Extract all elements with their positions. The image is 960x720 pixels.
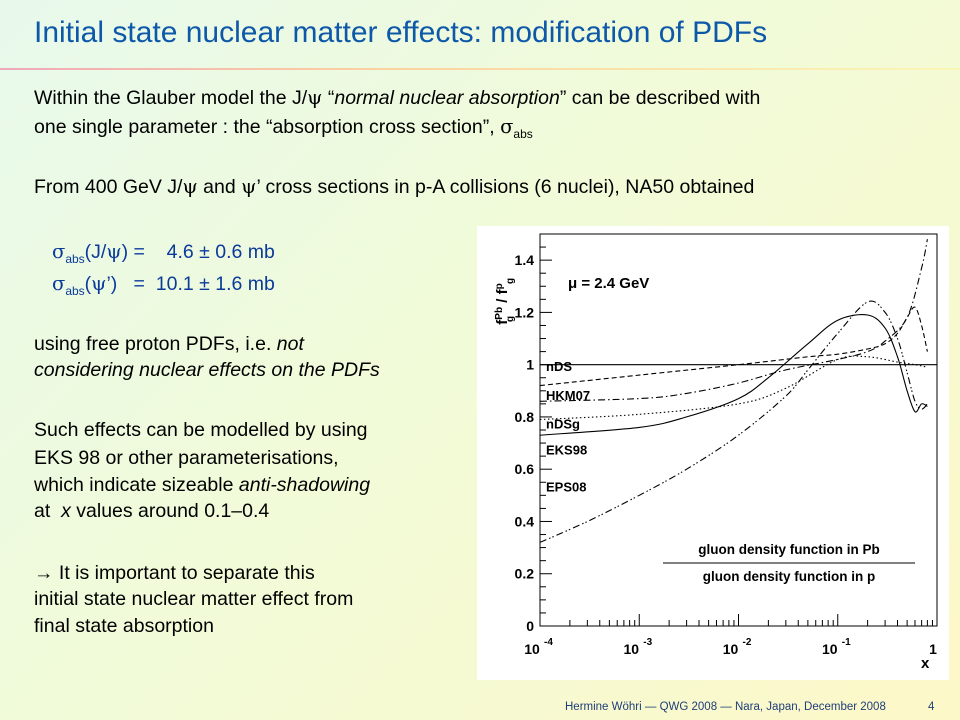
result-value: = 4.6 ± 0.6 mb xyxy=(128,241,275,263)
na50-line: From 400 GeV J/ψ and ψ’ cross sections i… xyxy=(34,173,754,201)
chart-svg: 00.20.40.60.811.21.410 -4 10 -3 10 -2 10 -1 1xfP… xyxy=(494,233,938,672)
scale-label: μ = 2.4 GeV xyxy=(568,275,649,292)
using-line-2: considering nuclear effects on the PDFs xyxy=(34,356,380,384)
sigma-subscript: abs xyxy=(65,251,85,266)
gluon-ratio-plot: 0 0.2 0.4 0.6 0.8 1 1.2 1.4 10 -4 10 -3 10 -2 10 -1 1 x fP… xyxy=(477,226,949,680)
y-tick-label: 1.4 xyxy=(515,252,535,268)
series-label-nds: nDS xyxy=(546,359,572,374)
such-line-3: which indicate sizeable anti-shadowing xyxy=(34,471,370,499)
such-line-4: at x values around 0.1–0.4 xyxy=(34,497,269,525)
y-tick-label: 0.8 xyxy=(515,409,535,425)
result-text: ) xyxy=(121,241,129,263)
na50-text: From 400 GeV J/ xyxy=(34,176,183,198)
y-axis-label-part: f xyxy=(494,319,511,325)
using-italic-text: considering nuclear effects on the PDFs xyxy=(34,359,380,381)
sigma-symbol: σ xyxy=(500,115,514,138)
x-axis-label: x xyxy=(921,655,930,672)
psi-symbol: ψ xyxy=(182,175,198,198)
result-text: ’) xyxy=(106,273,118,295)
x-tick-exponent: -3 xyxy=(643,637,652,648)
such-line-1: Such effects can be modelled by using xyxy=(34,419,368,441)
such-text: at xyxy=(34,500,62,522)
x-tick-exponent: -4 xyxy=(544,637,553,648)
such-italic-text: x xyxy=(61,500,71,522)
sigma-symbol: σ xyxy=(52,272,66,295)
series-line-eks98 xyxy=(539,314,928,436)
series-line-ndsg xyxy=(539,355,928,421)
intro-text: one single parameter : the “absorption c… xyxy=(34,116,501,138)
psi-symbol: ψ xyxy=(106,240,122,263)
using-italic-text: not xyxy=(276,333,304,355)
important-line-3: final state absorption xyxy=(34,615,214,637)
intro-text: ” can be described with xyxy=(559,87,761,109)
footer-credit: Hermine Wöhri — QWG 2008 — Nara, Japan, … xyxy=(565,701,886,713)
x-tick-label: 10 xyxy=(723,641,739,657)
slide-title: Initial state nuclear matter effects: mo… xyxy=(34,16,768,49)
ratio-numerator: gluon density function in Pb xyxy=(698,542,880,557)
intro-line-1: Within the Glauber model the J/ψ “normal… xyxy=(34,84,760,112)
intro-text: Within the Glauber model the J/ xyxy=(34,87,308,109)
y-tick-label: 0.6 xyxy=(515,461,535,477)
series-label-eps08: EPS08 xyxy=(546,479,586,494)
na50-text: ’ cross sections in p-A collisions (6 nu… xyxy=(256,176,755,198)
page-number: 4 xyxy=(928,701,935,713)
y-axis-label-part: / f xyxy=(494,288,511,307)
intro-text: “ xyxy=(322,87,335,109)
y-axis-label-part: Pb xyxy=(494,307,505,320)
y-tick-label: 1.2 xyxy=(515,304,535,320)
result-value: = 10.1 ± 1.6 mb xyxy=(117,273,275,295)
x-tick-label: 1 xyxy=(929,641,937,657)
series-label-ndsg: nDSg xyxy=(546,417,580,432)
such-text: values around 0.1–0.4 xyxy=(70,500,270,522)
using-text: using free proton PDFs, i.e. xyxy=(34,333,277,355)
plot-frame xyxy=(539,233,938,627)
y-tick-label: 0.2 xyxy=(515,566,535,582)
series-line-eps08 xyxy=(539,300,928,543)
x-tick-exponent: -1 xyxy=(842,637,851,648)
intro-italic-text: normal nuclear absorption xyxy=(334,87,560,109)
result-jpsi: σabs(J/ψ) = 4.6 ± 0.6 mb xyxy=(52,238,275,273)
y-tick-label: 1 xyxy=(526,357,534,373)
result-psiprime: σabs(ψ’) = 10.1 ± 1.6 mb xyxy=(52,270,275,305)
y-axis-label-part: p xyxy=(494,283,505,289)
ratio-denominator: gluon density function in p xyxy=(703,569,875,584)
series-label-hkm07: HKM07 xyxy=(546,388,590,403)
psi-symbol: ψ xyxy=(307,86,323,109)
result-text: (J/ xyxy=(84,241,107,263)
sigma-symbol: σ xyxy=(52,240,66,263)
result-text: ( xyxy=(84,273,92,295)
x-tick-label: 10 xyxy=(822,641,838,657)
sigma-subscript: abs xyxy=(513,126,533,141)
series-line-nds xyxy=(539,306,928,387)
y-tick-label: 0 xyxy=(526,618,534,634)
using-line-1: using free proton PDFs, i.e. not xyxy=(34,330,304,358)
series-line-hkm07 xyxy=(539,239,928,402)
series-label-eks98: EKS98 xyxy=(546,443,587,458)
x-tick-label: 10 xyxy=(524,641,540,657)
title-divider xyxy=(0,68,960,70)
psi-symbol: ψ xyxy=(91,272,107,295)
such-text: which indicate sizeable xyxy=(34,474,239,496)
y-tick-label: 0.4 xyxy=(515,513,535,529)
x-tick-label: 10 xyxy=(623,641,639,657)
x-tick-exponent: -2 xyxy=(743,637,752,648)
y-axis-label-subscript: g xyxy=(505,278,516,284)
intro-line-2: one single parameter : the “absorption c… xyxy=(34,113,533,148)
such-line-2: EKS 98 or other parameterisations, xyxy=(34,447,339,469)
sigma-subscript: abs xyxy=(65,283,85,298)
y-axis-label: fPb / fp xyxy=(494,283,512,324)
y-axis-label-subscript: g xyxy=(505,316,516,322)
such-italic-text: anti-shadowing xyxy=(238,474,371,496)
psi-prime-symbol: ψ xyxy=(241,175,257,198)
important-line-1: → It is important to separate this xyxy=(34,562,315,584)
na50-text: and xyxy=(197,176,242,198)
important-line-2: initial state nuclear matter effect from xyxy=(34,588,354,610)
